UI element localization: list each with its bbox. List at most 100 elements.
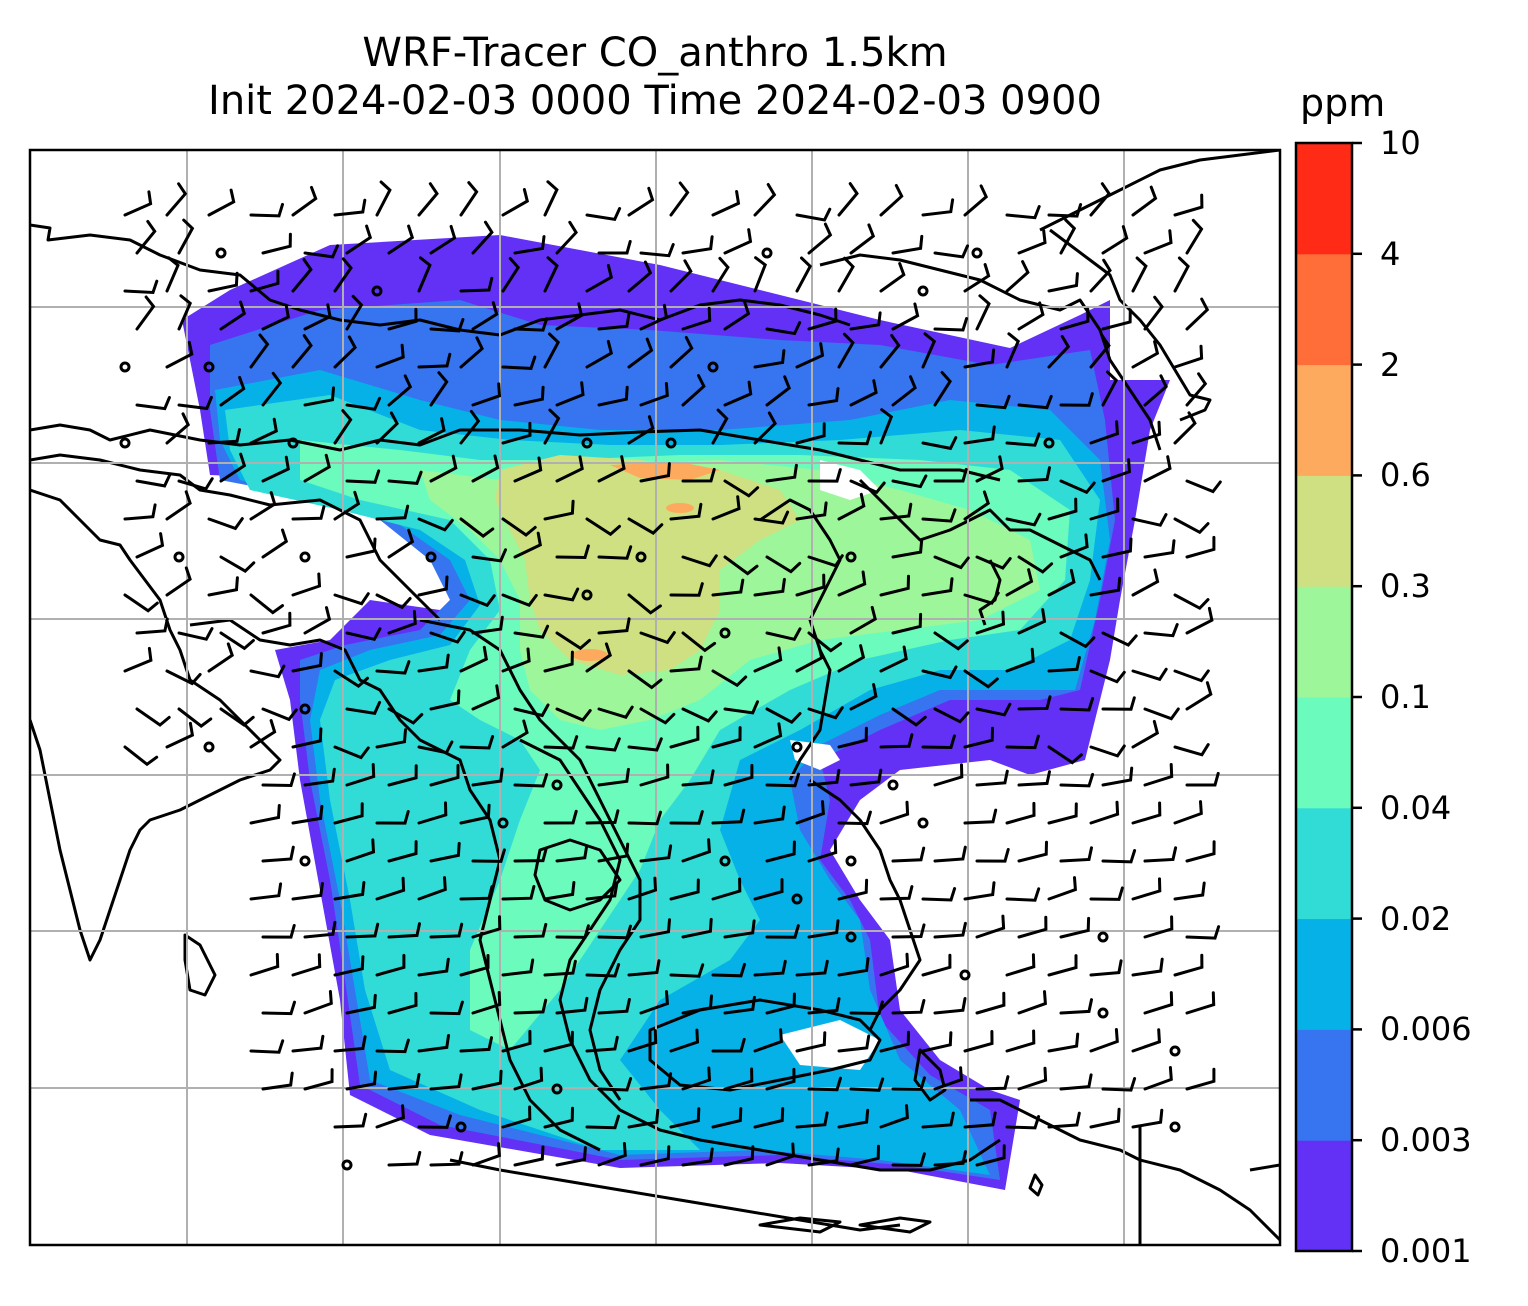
wind-barb <box>891 538 924 559</box>
wind-barb <box>459 1036 493 1053</box>
wind-barb <box>1059 697 1095 712</box>
colorbar-segment <box>1296 1029 1352 1141</box>
wind-barb <box>261 772 296 788</box>
wind-barb <box>387 470 423 485</box>
wind-barb <box>879 574 910 597</box>
wind-barb <box>1059 392 1094 407</box>
concentration-field <box>182 235 1170 1190</box>
wind-barb <box>1047 497 1078 521</box>
wind-barb <box>471 684 501 711</box>
wind-barb <box>1059 1073 1093 1091</box>
wind-barb <box>627 415 655 445</box>
wind-barb <box>543 587 580 602</box>
wind-barb <box>387 610 417 635</box>
wind-barb <box>669 502 703 521</box>
wind-barb <box>753 1107 785 1129</box>
wind-barb <box>123 593 159 613</box>
wind-barb <box>807 468 842 483</box>
wind-barb <box>513 998 548 1015</box>
wind-barb <box>597 1077 633 1092</box>
wind-barb <box>177 294 193 331</box>
wind-barb <box>879 262 906 293</box>
calm-wind-marker <box>581 589 593 601</box>
wind-barb <box>543 650 574 673</box>
wind-barb <box>333 745 370 760</box>
wind-barb <box>669 878 700 901</box>
wind-barb <box>1143 455 1172 483</box>
wind-barb <box>723 700 759 715</box>
calm-wind-marker <box>497 817 509 829</box>
wind-barb <box>429 1073 463 1091</box>
wind-barb <box>333 335 357 369</box>
wind-barb <box>261 924 296 939</box>
map-title-line1: WRF-Tracer CO_anthro 1.5km <box>362 30 948 76</box>
wind-barb <box>753 805 786 825</box>
wind-barb <box>1089 497 1120 521</box>
wind-barb <box>513 1066 544 1091</box>
wind-barb <box>249 269 280 293</box>
wind-barb <box>753 411 777 445</box>
wind-barb <box>597 924 632 940</box>
wind-barb <box>165 669 202 686</box>
wind-barb <box>513 385 545 407</box>
wind-barb <box>123 646 153 673</box>
wind-barb <box>1101 849 1137 864</box>
colorbar-tick-label: 0.1 <box>1380 678 1431 716</box>
wind-barb <box>681 554 718 568</box>
wind-barb <box>1017 394 1053 410</box>
wind-barb <box>1089 669 1126 684</box>
wind-barb <box>165 490 192 521</box>
wind-barb <box>723 479 760 498</box>
wind-barb <box>879 334 901 369</box>
calm-wind-marker <box>791 893 803 905</box>
wind-barb <box>1185 479 1222 494</box>
wind-barb <box>639 303 669 331</box>
wind-barb <box>417 417 446 445</box>
wind-barb <box>837 492 866 521</box>
wind-barb <box>291 882 324 901</box>
wind-barb <box>459 181 479 217</box>
wind-barb <box>681 994 713 1015</box>
wind-barb <box>891 707 927 727</box>
wind-barb <box>765 707 802 725</box>
wind-barb <box>555 924 590 939</box>
wind-barb <box>1173 743 1210 757</box>
wind-barb <box>219 375 246 407</box>
wind-barb <box>249 593 284 615</box>
wind-barb <box>417 517 454 532</box>
wind-barb <box>753 349 786 369</box>
wind-barb <box>429 922 464 939</box>
wind-barb <box>837 957 870 977</box>
wind-barb <box>975 294 991 331</box>
wind-barb <box>459 276 494 293</box>
wind-barb <box>597 705 634 719</box>
wind-barb <box>1059 479 1096 495</box>
calm-wind-marker <box>719 627 731 639</box>
wind-barb <box>501 885 536 901</box>
wind-barb <box>807 839 838 863</box>
wind-barb <box>513 456 543 483</box>
wind-barb <box>1089 334 1111 369</box>
wind-barbs <box>119 180 1222 1171</box>
wind-barb <box>333 955 365 977</box>
wind-barb <box>291 953 322 977</box>
wind-barb <box>1143 374 1168 407</box>
calm-wind-marker <box>707 361 719 373</box>
wind-barb <box>1173 881 1206 901</box>
wind-barb <box>765 840 796 863</box>
wind-barb <box>303 1068 334 1091</box>
wind-barb <box>669 582 704 597</box>
wind-barb <box>921 1031 953 1053</box>
wind-barb <box>1143 295 1164 331</box>
wind-barb <box>345 700 382 715</box>
wind-barb <box>513 317 549 332</box>
wind-barb <box>627 337 654 369</box>
wind-barb <box>807 554 844 568</box>
wind-barb <box>291 258 313 293</box>
wind-barb <box>975 394 1011 410</box>
wind-barb <box>249 1039 285 1054</box>
wind-barb <box>963 490 990 521</box>
wind-barb <box>261 1000 296 1016</box>
wind-barb <box>513 531 542 559</box>
